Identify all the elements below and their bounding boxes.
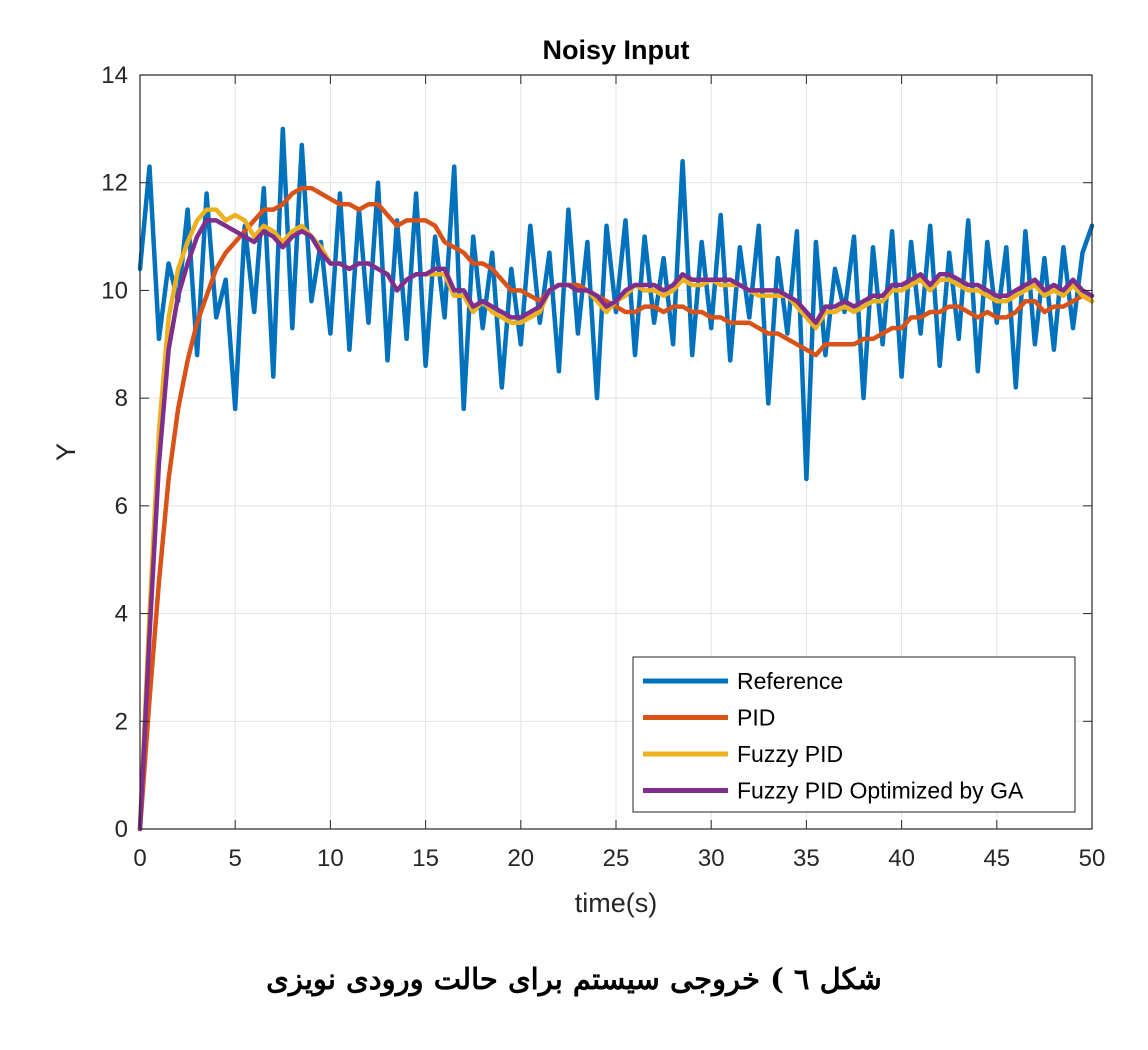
x-tick-label: 35	[793, 845, 820, 872]
chart-title: Noisy Input	[543, 35, 690, 65]
x-tick-label: 40	[888, 845, 915, 872]
x-tick-label: 20	[507, 845, 534, 872]
x-tick-label: 10	[317, 845, 344, 872]
x-tick-label: 15	[412, 845, 439, 872]
x-axis-label: time(s)	[575, 888, 658, 918]
legend-label: Reference	[737, 668, 843, 694]
x-tick-label: 0	[133, 845, 146, 872]
figure-caption: شکل ٦ ) خروجی سیستم برای حالت ورودی نویز…	[266, 962, 882, 996]
y-tick-label: 2	[115, 708, 128, 735]
series-line-fuzzy-pid-optimized-by-ga	[137, 218, 1095, 832]
axis-ticks: 0 5 10 15 20 25 30 35 40 45 50 0 2 4 6 8 10 12 14	[101, 62, 1105, 872]
x-tick-label: 5	[229, 845, 242, 872]
y-tick-label: 12	[101, 170, 128, 197]
series-lines	[137, 126, 1095, 832]
series-line-pid	[137, 185, 1095, 832]
y-tick-label: 0	[115, 816, 128, 843]
series-line-reference	[137, 126, 1095, 482]
y-tick-label: 10	[101, 277, 128, 304]
y-tick-label: 4	[115, 601, 128, 628]
y-tick-label: 14	[101, 62, 128, 89]
x-tick-label: 25	[603, 845, 630, 872]
x-tick-label: 50	[1079, 845, 1106, 872]
y-tick-label: 8	[115, 385, 128, 412]
legend-label: Fuzzy PID Optimized by GA	[737, 778, 1024, 804]
y-axis-label: Y	[51, 443, 81, 461]
x-tick-label: 45	[983, 845, 1010, 872]
y-tick-label: 6	[115, 493, 128, 520]
legend: Reference PID Fuzzy PID Fuzzy PID Optimized…	[632, 656, 1076, 813]
x-tick-label: 30	[698, 845, 725, 872]
legend-label: PID	[737, 705, 775, 731]
legend-label: Fuzzy PID	[737, 741, 843, 767]
